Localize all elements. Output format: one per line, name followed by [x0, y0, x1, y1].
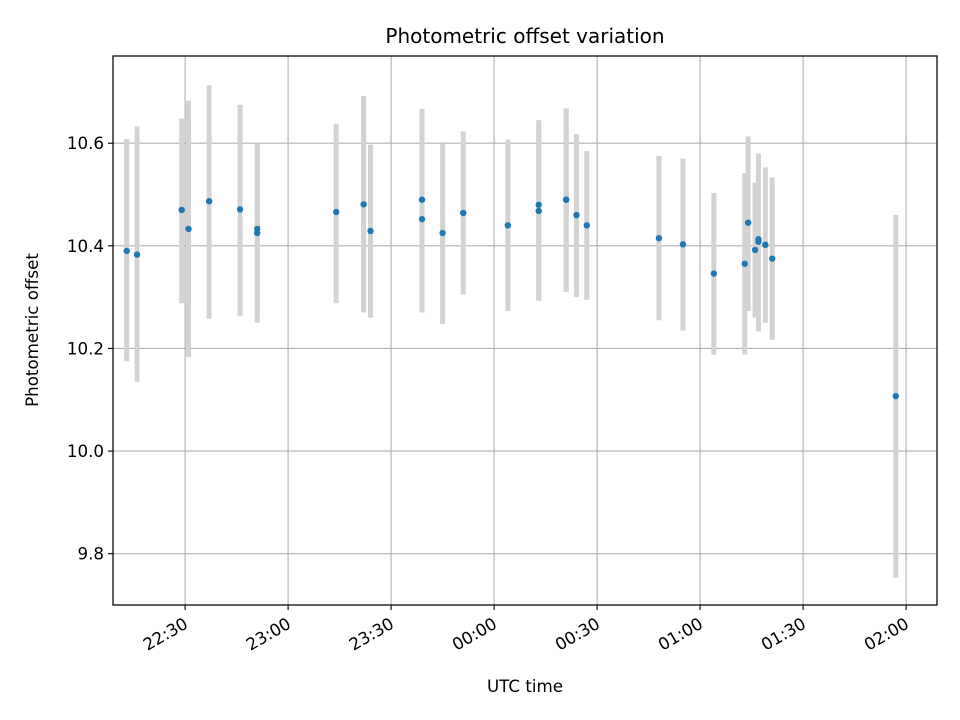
x-axis-label: UTC time [487, 676, 563, 696]
data-point [254, 225, 261, 233]
data-point [367, 227, 374, 235]
y-tick-label: 9.8 [77, 544, 104, 564]
y-tick-label: 10.4 [67, 236, 104, 256]
data-points [123, 196, 899, 400]
data-point [535, 201, 542, 208]
grid [113, 56, 937, 605]
data-point [418, 215, 426, 223]
data-point [679, 241, 687, 248]
data-point [892, 392, 899, 400]
y-axis-ticks: 9.8 10.0 10.2 10.4 10.6 [67, 133, 113, 564]
data-point [563, 196, 570, 203]
y-tick-label: 10.2 [67, 338, 104, 358]
data-point [332, 208, 340, 216]
data-point [710, 270, 718, 277]
data-point [762, 241, 769, 249]
y-tick-label: 10.6 [67, 133, 104, 153]
data-point [460, 209, 467, 217]
data-point [741, 260, 748, 267]
data-point [744, 219, 752, 226]
data-point [573, 211, 580, 219]
chart-title: Photometric offset variation [385, 24, 664, 48]
data-point [360, 201, 367, 208]
data-point [769, 255, 776, 262]
data-point [205, 198, 213, 205]
data-point [123, 247, 130, 255]
data-point [133, 251, 141, 258]
data-point [751, 246, 759, 254]
data-point [504, 222, 512, 229]
data-point [236, 206, 244, 213]
data-point [755, 238, 762, 245]
data-point [655, 234, 663, 242]
data-point [178, 206, 185, 214]
y-axis-label: Photometric offset [22, 253, 42, 407]
data-point [583, 222, 590, 229]
data-point [439, 229, 446, 237]
plot-area-frame [112, 55, 938, 606]
y-tick-label: 10.0 [67, 441, 104, 461]
data-point [535, 207, 542, 215]
data-point [185, 225, 192, 233]
data-point [418, 196, 426, 203]
